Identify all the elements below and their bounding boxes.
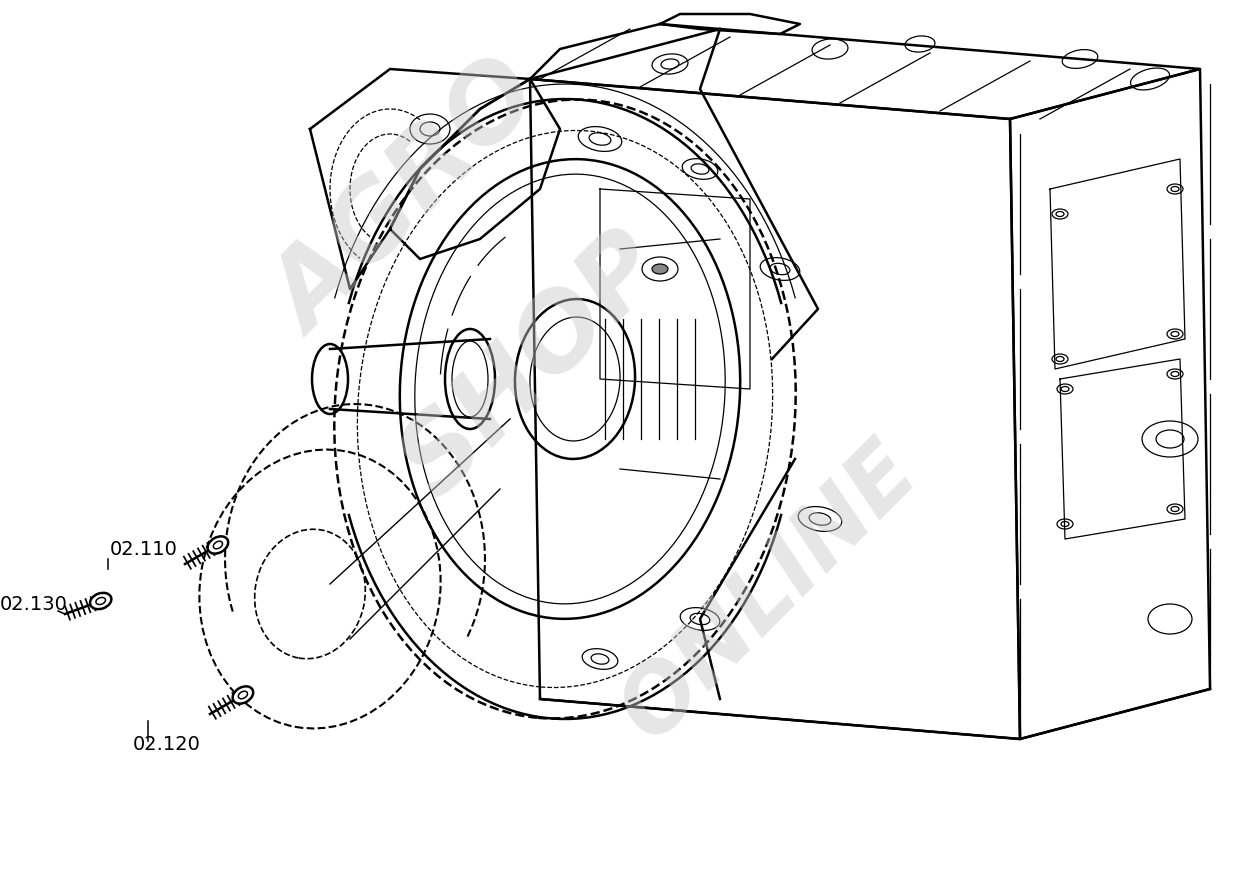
Text: 02.110: 02.110 xyxy=(110,540,177,559)
Text: SHOP: SHOP xyxy=(382,214,685,516)
Ellipse shape xyxy=(91,594,112,609)
Ellipse shape xyxy=(232,687,253,704)
Text: 02.120: 02.120 xyxy=(133,734,201,753)
Ellipse shape xyxy=(652,265,668,275)
Text: ONLINE: ONLINE xyxy=(604,426,934,756)
Text: AGRO: AGRO xyxy=(256,46,563,354)
Text: 02.130: 02.130 xyxy=(0,594,68,614)
Ellipse shape xyxy=(207,537,228,554)
